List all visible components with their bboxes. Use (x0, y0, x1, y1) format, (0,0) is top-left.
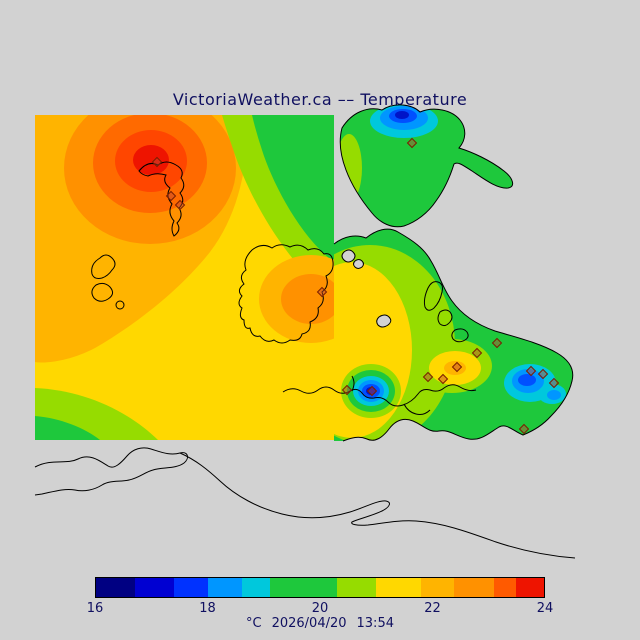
coastline-south-shore (282, 384, 477, 407)
coastline-islet (91, 282, 114, 302)
colorbar-segment (174, 578, 208, 597)
colorbar-segment (96, 578, 136, 597)
coastline-harbour (403, 403, 431, 415)
station-marker (422, 371, 434, 383)
coastline-lower-west (34, 447, 188, 496)
colorbar-segment (241, 578, 270, 597)
cold-spot-core (518, 374, 536, 386)
coastline-top-island (339, 104, 514, 228)
coastlines (34, 104, 576, 559)
station-markers (151, 137, 560, 435)
temperature-colorbar (95, 577, 545, 598)
coastline-lower-main (179, 452, 576, 559)
station-marker (518, 423, 530, 435)
grey-islet (353, 259, 364, 269)
station-marker (151, 156, 163, 168)
colorbar-segment (269, 578, 337, 597)
station-marker (491, 337, 503, 349)
station-marker (451, 361, 463, 373)
colorbar-tick: 22 (424, 601, 441, 616)
coastline-islet (451, 328, 469, 343)
colorbar-tick-labels: 16 18 20 22 24 (87, 601, 554, 616)
station-marker (406, 137, 418, 149)
grey-islet (341, 249, 356, 263)
coastline-peninsula (138, 161, 185, 237)
coastline-islet (115, 300, 125, 310)
hot-spot-core (133, 145, 169, 175)
station-marker (341, 384, 353, 396)
colorbar-tick: 24 (536, 601, 554, 616)
station-marker (548, 377, 560, 389)
colorbar-segment (208, 578, 242, 597)
colorbar-segment (336, 578, 376, 597)
hot-spot-core (281, 274, 334, 324)
colorbar-segment (493, 578, 516, 597)
colorbar-segment (376, 578, 421, 597)
page-title: VictoriaWeather.ca –– Temperature (172, 90, 468, 109)
cold-spot-core (395, 111, 409, 119)
coastline-inlet (351, 375, 355, 392)
station-marker (537, 368, 549, 380)
cold-spot-core (366, 387, 376, 395)
station-marker (437, 373, 449, 385)
colorbar-tick: 16 (86, 601, 104, 616)
date-label: 2026/04/20 (271, 616, 347, 631)
coastline-middle-island (238, 244, 334, 344)
left-temperature-field (35, 115, 334, 440)
grey-islets (341, 249, 392, 328)
contour-band (340, 104, 513, 227)
station-marker (366, 385, 378, 397)
grey-islet (376, 314, 392, 328)
colorbar-segment (454, 578, 494, 597)
coastline-islet (423, 281, 443, 311)
unit-label: °C (246, 616, 262, 631)
coastline-right-landmass (333, 228, 574, 442)
coastline-islet (437, 309, 453, 327)
top-island-field (340, 104, 513, 227)
contour-band (35, 416, 100, 440)
colorbar-segment (135, 578, 175, 597)
station-marker (165, 190, 177, 202)
station-marker (174, 199, 186, 211)
colorbar-segment (420, 578, 455, 597)
contour-band (252, 115, 334, 262)
station-marker (316, 286, 328, 298)
colorbar-tick: 18 (199, 601, 216, 616)
right-landmass-field (334, 229, 573, 441)
station-marker (471, 347, 483, 359)
station-marker (525, 365, 537, 377)
time-label: 13:54 (356, 616, 394, 631)
colorbar-caption: °C 2026/04/20 13:54 (0, 616, 640, 631)
colorbar-segment (516, 578, 544, 597)
coastline-islet (91, 254, 116, 279)
colorbar-tick: 20 (311, 601, 329, 616)
contour-band (547, 390, 561, 400)
warm-spot-core (444, 361, 466, 375)
